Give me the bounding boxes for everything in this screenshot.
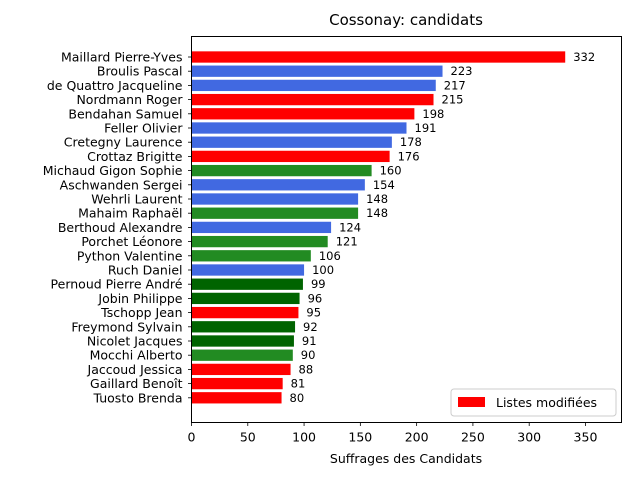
value-label: 215 — [442, 93, 464, 107]
x-axis-ticks: 0 50 100 150 200 250 300 350 — [188, 422, 598, 445]
axes-frame — [191, 36, 622, 423]
value-label: 92 — [303, 320, 318, 334]
bar — [191, 122, 407, 134]
x-tick-label: 300 — [517, 430, 541, 445]
bar — [191, 377, 283, 390]
bar — [191, 79, 436, 92]
category-label: Mahaim Raphaël — [78, 206, 182, 221]
legend: Listes modifiées — [450, 388, 617, 417]
category-label: Maillard Pierre-Yves — [61, 50, 183, 65]
category-label: Tuosto Brenda — [93, 390, 183, 405]
value-label: 106 — [319, 249, 341, 263]
category-label: Wehrli Laurent — [91, 192, 182, 207]
bar — [191, 235, 328, 248]
value-label: 176 — [398, 149, 420, 163]
bar — [191, 179, 365, 191]
category-label: Tschopp Jean — [100, 305, 182, 320]
value-label: 332 — [573, 50, 595, 64]
category-label: Ruch Daniel — [108, 263, 183, 278]
value-label: 160 — [380, 164, 402, 178]
category-label: Gaillard Benoît — [90, 376, 183, 391]
value-label: 217 — [444, 78, 466, 92]
category-label: de Quattro Jacqueline — [47, 78, 183, 93]
category-label: Michaud Gigon Sophie — [43, 163, 183, 178]
value-label: 88 — [299, 362, 314, 376]
x-tick-label: 200 — [405, 430, 429, 445]
value-label: 99 — [311, 277, 326, 291]
x-tick-label: 350 — [574, 430, 598, 445]
x-axis-title: Suffrages des Candidats — [330, 451, 482, 466]
value-label: 223 — [451, 64, 473, 78]
category-label: Nicolet Jacques — [87, 334, 183, 349]
bar — [191, 150, 390, 163]
x-tick-label: 0 — [188, 430, 196, 445]
category-label: Bendahan Samuel — [68, 106, 182, 121]
category-label: Aschwanden Sergei — [60, 177, 183, 192]
category-label: Feller Olivier — [104, 121, 183, 136]
category-label: Mocchi Alberto — [90, 348, 183, 363]
category-label: Jaccoud Jessica — [87, 362, 183, 377]
value-label: 95 — [306, 306, 321, 320]
bar — [191, 221, 332, 234]
x-tick-label: 100 — [292, 430, 316, 445]
value-label: 178 — [400, 135, 422, 149]
bar — [191, 278, 303, 290]
legend-label: Listes modifiées — [496, 395, 597, 410]
bar — [191, 207, 359, 219]
value-label: 91 — [302, 334, 317, 348]
bar — [191, 65, 443, 77]
bar — [191, 51, 566, 63]
bar — [191, 264, 305, 276]
value-label: 100 — [312, 263, 334, 277]
value-label: 154 — [373, 178, 395, 192]
category-label: Crottaz Brigitte — [87, 149, 183, 164]
legend-swatch — [458, 397, 485, 407]
category-label: Nordmann Roger — [76, 92, 183, 107]
category-label: Porchet Léonore — [81, 234, 182, 249]
value-label: 124 — [339, 220, 361, 234]
value-label: 148 — [366, 192, 388, 206]
x-tick-label: 150 — [348, 430, 372, 445]
value-label: 96 — [308, 291, 323, 305]
category-label: Berthoud Alexandre — [58, 220, 183, 235]
bar — [191, 108, 415, 120]
value-label: 148 — [366, 206, 388, 220]
legend-box — [450, 388, 617, 417]
category-label: Freymond Sylvain — [71, 319, 182, 334]
bar — [191, 250, 311, 262]
bar — [191, 193, 359, 205]
bars — [191, 51, 566, 404]
category-label: Broulis Pascal — [97, 64, 183, 79]
value-label: 121 — [336, 235, 358, 249]
value-label: 198 — [422, 107, 444, 121]
bar — [191, 321, 296, 333]
x-tick-label: 50 — [240, 430, 256, 445]
category-label: Python Valentine — [77, 248, 183, 263]
value-label: 90 — [301, 348, 316, 362]
bar — [191, 164, 372, 177]
y-axis-ticks — [188, 56, 192, 399]
category-label: Pernoud Pierre André — [51, 277, 183, 292]
bar — [191, 292, 300, 305]
value-label: 81 — [291, 377, 306, 391]
category-label: Jobin Philippe — [97, 291, 182, 306]
category-label: Cretegny Laurence — [64, 135, 183, 150]
bar — [191, 306, 299, 319]
value-labels: 3322232172151981911781761601541481481241… — [290, 50, 596, 405]
bar — [191, 136, 392, 148]
x-tick-label: 250 — [461, 430, 485, 445]
bar — [191, 349, 293, 361]
value-label: 191 — [415, 121, 437, 135]
bar — [191, 93, 434, 106]
bar — [191, 392, 282, 404]
bar — [191, 335, 294, 347]
chart-title: Cossonay: candidats — [329, 11, 483, 29]
bar — [191, 363, 291, 376]
value-label: 80 — [290, 391, 305, 405]
